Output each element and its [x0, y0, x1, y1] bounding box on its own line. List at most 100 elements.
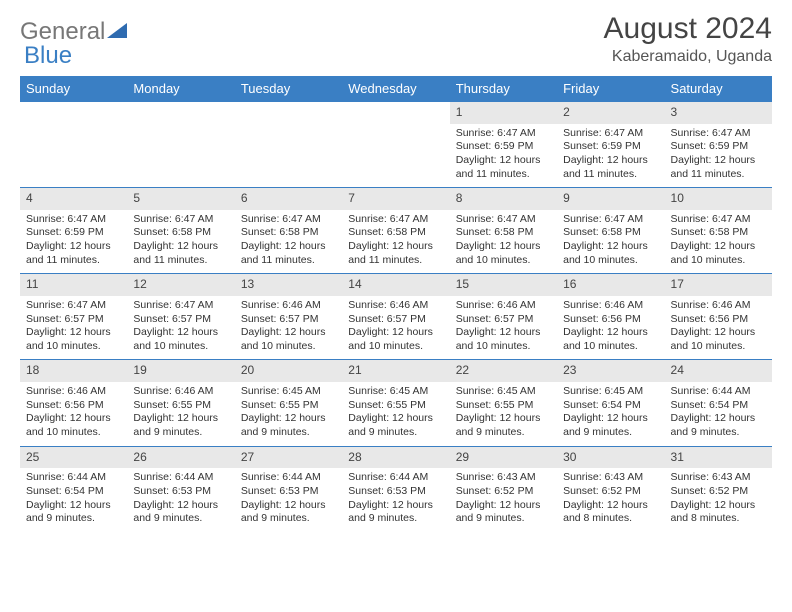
- daylight-text: Daylight: 12 hours and 8 minutes.: [671, 499, 766, 526]
- weekday-header: Sunday: [20, 76, 127, 102]
- sunset-text: Sunset: 6:59 PM: [456, 140, 551, 154]
- week-daynum-row: 25262728293031: [20, 446, 772, 468]
- day-details-cell: Sunrise: 6:46 AMSunset: 6:57 PMDaylight:…: [450, 296, 557, 360]
- daylight-text: Daylight: 12 hours and 9 minutes.: [241, 499, 336, 526]
- week-details-row: Sunrise: 6:46 AMSunset: 6:56 PMDaylight:…: [20, 382, 772, 446]
- daylight-text: Daylight: 12 hours and 9 minutes.: [456, 499, 551, 526]
- sunrise-text: Sunrise: 6:47 AM: [456, 213, 551, 227]
- week-details-row: Sunrise: 6:44 AMSunset: 6:54 PMDaylight:…: [20, 468, 772, 532]
- daylight-text: Daylight: 12 hours and 10 minutes.: [671, 326, 766, 353]
- day-number-cell: 26: [127, 446, 234, 468]
- weekday-header: Thursday: [450, 76, 557, 102]
- day-number-cell: 29: [450, 446, 557, 468]
- calendar-page: General August 2024 Kaberamaido, Uganda …: [0, 0, 792, 540]
- day-number-cell: 17: [665, 274, 772, 296]
- week-daynum-row: 123: [20, 102, 772, 124]
- day-number-cell: 23: [557, 360, 664, 382]
- day-details-cell: Sunrise: 6:46 AMSunset: 6:57 PMDaylight:…: [235, 296, 342, 360]
- sunrise-text: Sunrise: 6:47 AM: [26, 213, 121, 227]
- daylight-text: Daylight: 12 hours and 11 minutes.: [348, 240, 443, 267]
- day-number-cell: 2: [557, 102, 664, 124]
- daylight-text: Daylight: 12 hours and 11 minutes.: [241, 240, 336, 267]
- week-daynum-row: 45678910: [20, 188, 772, 210]
- daylight-text: Daylight: 12 hours and 10 minutes.: [563, 326, 658, 353]
- day-details-cell: [127, 124, 234, 188]
- daylight-text: Daylight: 12 hours and 9 minutes.: [133, 412, 228, 439]
- sunset-text: Sunset: 6:57 PM: [133, 313, 228, 327]
- sunset-text: Sunset: 6:55 PM: [348, 399, 443, 413]
- week-daynum-row: 18192021222324: [20, 360, 772, 382]
- week-details-row: Sunrise: 6:47 AMSunset: 6:59 PMDaylight:…: [20, 124, 772, 188]
- day-details-cell: [235, 124, 342, 188]
- week-details-row: Sunrise: 6:47 AMSunset: 6:57 PMDaylight:…: [20, 296, 772, 360]
- sunrise-text: Sunrise: 6:45 AM: [348, 385, 443, 399]
- sunrise-text: Sunrise: 6:47 AM: [563, 127, 658, 141]
- day-details-cell: Sunrise: 6:47 AMSunset: 6:59 PMDaylight:…: [665, 124, 772, 188]
- sunrise-text: Sunrise: 6:46 AM: [671, 299, 766, 313]
- weekday-header: Monday: [127, 76, 234, 102]
- day-number-cell: 19: [127, 360, 234, 382]
- day-details-cell: Sunrise: 6:47 AMSunset: 6:58 PMDaylight:…: [665, 210, 772, 274]
- day-details-cell: Sunrise: 6:44 AMSunset: 6:53 PMDaylight:…: [235, 468, 342, 532]
- daylight-text: Daylight: 12 hours and 9 minutes.: [348, 412, 443, 439]
- daylight-text: Daylight: 12 hours and 10 minutes.: [26, 326, 121, 353]
- sunrise-text: Sunrise: 6:46 AM: [456, 299, 551, 313]
- daylight-text: Daylight: 12 hours and 11 minutes.: [456, 154, 551, 181]
- day-details-cell: Sunrise: 6:45 AMSunset: 6:55 PMDaylight:…: [235, 382, 342, 446]
- day-details-cell: Sunrise: 6:43 AMSunset: 6:52 PMDaylight:…: [557, 468, 664, 532]
- weekday-header: Friday: [557, 76, 664, 102]
- sunrise-text: Sunrise: 6:47 AM: [133, 299, 228, 313]
- day-number-cell: 4: [20, 188, 127, 210]
- week-details-row: Sunrise: 6:47 AMSunset: 6:59 PMDaylight:…: [20, 210, 772, 274]
- month-title: August 2024: [604, 12, 772, 46]
- day-details-cell: Sunrise: 6:47 AMSunset: 6:58 PMDaylight:…: [127, 210, 234, 274]
- day-number-cell: 5: [127, 188, 234, 210]
- title-block: August 2024 Kaberamaido, Uganda: [604, 12, 772, 66]
- sunrise-text: Sunrise: 6:47 AM: [456, 127, 551, 141]
- day-details-cell: Sunrise: 6:47 AMSunset: 6:59 PMDaylight:…: [450, 124, 557, 188]
- day-number-cell: 10: [665, 188, 772, 210]
- day-details-cell: Sunrise: 6:47 AMSunset: 6:58 PMDaylight:…: [557, 210, 664, 274]
- sunrise-text: Sunrise: 6:44 AM: [133, 471, 228, 485]
- sunrise-text: Sunrise: 6:46 AM: [26, 385, 121, 399]
- daylight-text: Daylight: 12 hours and 9 minutes.: [241, 412, 336, 439]
- day-details-cell: Sunrise: 6:46 AMSunset: 6:56 PMDaylight:…: [557, 296, 664, 360]
- sunset-text: Sunset: 6:53 PM: [241, 485, 336, 499]
- sunset-text: Sunset: 6:57 PM: [241, 313, 336, 327]
- page-header: General August 2024 Kaberamaido, Uganda: [20, 12, 772, 66]
- day-details-cell: [342, 124, 449, 188]
- daylight-text: Daylight: 12 hours and 11 minutes.: [26, 240, 121, 267]
- day-number-cell: 30: [557, 446, 664, 468]
- sunset-text: Sunset: 6:55 PM: [456, 399, 551, 413]
- week-daynum-row: 11121314151617: [20, 274, 772, 296]
- day-number-cell: 1: [450, 102, 557, 124]
- day-details-cell: Sunrise: 6:43 AMSunset: 6:52 PMDaylight:…: [665, 468, 772, 532]
- day-number-cell: [235, 102, 342, 124]
- day-details-cell: Sunrise: 6:46 AMSunset: 6:56 PMDaylight:…: [665, 296, 772, 360]
- daylight-text: Daylight: 12 hours and 10 minutes.: [456, 240, 551, 267]
- daylight-text: Daylight: 12 hours and 11 minutes.: [133, 240, 228, 267]
- logo-text-2: Blue: [24, 42, 72, 70]
- daylight-text: Daylight: 12 hours and 11 minutes.: [671, 154, 766, 181]
- day-number-cell: 12: [127, 274, 234, 296]
- day-number-cell: 21: [342, 360, 449, 382]
- sunrise-text: Sunrise: 6:45 AM: [563, 385, 658, 399]
- sunrise-text: Sunrise: 6:45 AM: [241, 385, 336, 399]
- sunrise-text: Sunrise: 6:43 AM: [671, 471, 766, 485]
- sunset-text: Sunset: 6:55 PM: [133, 399, 228, 413]
- daylight-text: Daylight: 12 hours and 10 minutes.: [563, 240, 658, 267]
- day-number-cell: [20, 102, 127, 124]
- location-label: Kaberamaido, Uganda: [604, 48, 772, 66]
- sunrise-text: Sunrise: 6:47 AM: [348, 213, 443, 227]
- day-details-cell: Sunrise: 6:47 AMSunset: 6:57 PMDaylight:…: [127, 296, 234, 360]
- sunrise-text: Sunrise: 6:44 AM: [26, 471, 121, 485]
- sunrise-text: Sunrise: 6:44 AM: [348, 471, 443, 485]
- day-number-cell: [127, 102, 234, 124]
- weekday-header: Saturday: [665, 76, 772, 102]
- day-details-cell: Sunrise: 6:44 AMSunset: 6:54 PMDaylight:…: [665, 382, 772, 446]
- sunrise-text: Sunrise: 6:44 AM: [671, 385, 766, 399]
- day-number-cell: 27: [235, 446, 342, 468]
- sunrise-text: Sunrise: 6:46 AM: [133, 385, 228, 399]
- day-details-cell: Sunrise: 6:47 AMSunset: 6:58 PMDaylight:…: [450, 210, 557, 274]
- sunset-text: Sunset: 6:52 PM: [671, 485, 766, 499]
